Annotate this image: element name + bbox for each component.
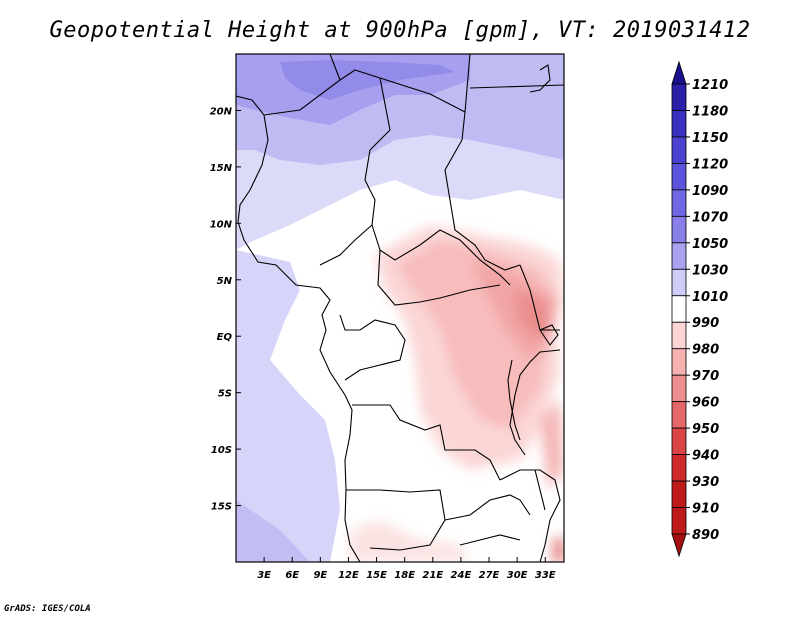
colorbar-label: 1210: [692, 78, 728, 93]
colorbar-segment: [671, 163, 687, 191]
colorbar-label: 1120: [692, 157, 728, 172]
lon-tick-label: 15E: [366, 570, 387, 581]
colorbar-segment: [671, 348, 687, 376]
border-drc-angola: [352, 404, 501, 481]
band-1010-atlantic: [236, 250, 340, 562]
low-region: [350, 225, 564, 562]
colorbar-label: 1050: [692, 237, 728, 252]
colorbar-label: 960: [692, 396, 719, 411]
lon-tick-label: 3E: [257, 570, 271, 581]
lake-victoria: [539, 324, 559, 346]
coastline-west-africa: [236, 95, 361, 562]
lat-axis: 20N 15N 10N 5N EQ 5S 10S 15S: [210, 106, 241, 513]
country-borders: [236, 54, 564, 562]
colorbar-label: 970: [692, 369, 719, 384]
colorbar-segment: [671, 268, 687, 297]
lon-tick-label: 12E: [338, 570, 359, 581]
lon-axis: 3E 6E 9E 12E 15E 18E 21E 24E 27E 30E 33E: [257, 557, 556, 581]
colorbar-bottom-tip: [671, 533, 687, 558]
colorbar-segment: [671, 110, 687, 138]
colorbar-segment: [671, 136, 687, 164]
lat-tick-label: 5S: [218, 389, 232, 400]
colorbar-label: 950: [692, 422, 719, 437]
colorbar-label: 1010: [692, 290, 728, 305]
colorbar-label: 940: [692, 449, 719, 464]
colorbar-label: 1180: [692, 104, 728, 119]
lon-tick-label: 27E: [479, 570, 500, 581]
coast-east-top: [529, 64, 551, 93]
colorbar: 1210 1180 1150 1120 1090 1070 1050 1030 1010 990 9…: [671, 60, 728, 558]
lon-tick-label: 24E: [451, 570, 472, 581]
colorbar-label: 980: [692, 343, 719, 358]
border-cameroon: [377, 249, 501, 306]
lat-tick-label: 15S: [211, 502, 232, 513]
geopotential-field: [236, 54, 564, 562]
lon-tick-label: 9E: [313, 570, 327, 581]
border-east-1: [519, 264, 560, 331]
border-north-2: [329, 54, 341, 81]
lat-tick-label: 20N: [210, 106, 233, 117]
map-frame: [235, 53, 565, 563]
border-east-2: [509, 349, 561, 456]
band-1070-north: [280, 60, 455, 100]
lon-tick-label: 18E: [394, 570, 415, 581]
chart-title: Geopotential Height at 900hPa [gpm], VT:…: [49, 18, 751, 43]
band-1030-southwest: [236, 500, 310, 562]
colorbar-segment: [671, 189, 687, 217]
colorbar-label: 990: [692, 316, 719, 331]
border-north-1: [263, 69, 391, 181]
colorbar-label: 1030: [692, 263, 728, 278]
lon-tick-label: 21E: [422, 570, 443, 581]
border-sudan-north: [469, 84, 564, 89]
credit-label: GrADS: IGES/COLA: [4, 604, 91, 614]
colorbar-segment: [671, 454, 687, 482]
lake-malawi: [534, 469, 546, 511]
colorbar-label: 1070: [692, 210, 728, 225]
border-south-east: [499, 469, 561, 562]
colorbar-segment: [671, 242, 687, 270]
colorbar-label: 910: [692, 502, 719, 517]
border-chad-sudan: [444, 111, 521, 271]
lake-tanganyika: [507, 359, 521, 441]
colorbar-segment: [671, 427, 687, 455]
colorbar-segment: [671, 215, 687, 244]
colorbar-label: 930: [692, 475, 719, 490]
border-angola-south: [346, 489, 446, 551]
border-south-2: [459, 534, 521, 546]
border-zambia: [444, 494, 531, 521]
colorbar-segment: [671, 295, 687, 323]
lat-tick-label: 10N: [210, 219, 233, 230]
colorbar-label: 1090: [692, 184, 728, 199]
border-car: [371, 224, 511, 286]
colorbar-segment: [671, 507, 687, 535]
lat-tick-label: 15N: [210, 163, 233, 174]
lat-tick-label: 5N: [217, 276, 233, 287]
lat-tick-label: EQ: [217, 332, 233, 343]
border-nigeria: [319, 179, 376, 266]
colorbar-segment: [671, 401, 687, 429]
lat-tick-label: 10S: [211, 445, 232, 456]
colorbar-label: 1150: [692, 131, 728, 146]
border-congo-1: [339, 314, 406, 381]
colorbar-top-tip: [671, 60, 687, 85]
colorbar-segment: [671, 83, 687, 111]
colorbar-segment: [671, 480, 687, 508]
colorbar-segment: [671, 374, 687, 403]
lon-tick-label: 6E: [285, 570, 299, 581]
lon-tick-label: 30E: [507, 570, 528, 581]
lon-tick-label: 33E: [535, 570, 556, 581]
border-north-3: [379, 54, 471, 113]
colorbar-label: 890: [692, 528, 719, 543]
colorbar-segment: [671, 321, 687, 350]
